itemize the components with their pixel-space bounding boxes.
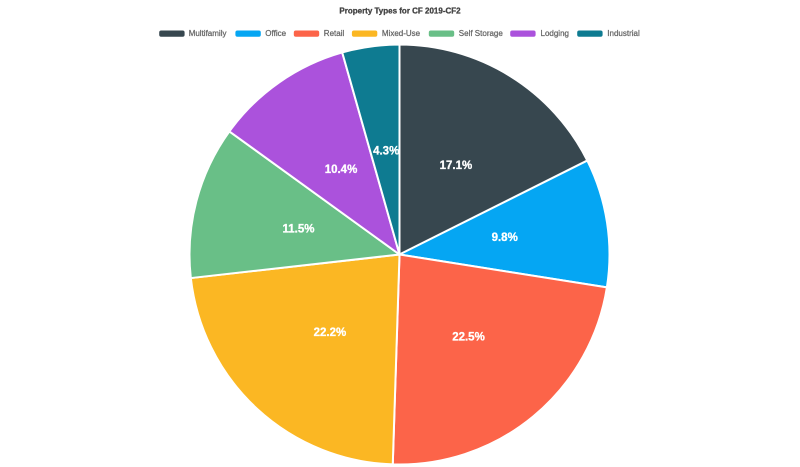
svg-text:Mixed-Use: Mixed-Use (382, 29, 421, 38)
svg-text:9.8%: 9.8% (492, 232, 518, 244)
svg-text:Self Storage: Self Storage (459, 29, 504, 38)
svg-text:Retail: Retail (324, 29, 345, 38)
svg-text:22.5%: 22.5% (452, 331, 485, 343)
svg-text:17.1%: 17.1% (440, 160, 473, 172)
svg-text:Property Types for CF 2019-CF2: Property Types for CF 2019-CF2 (339, 7, 461, 16)
svg-text:Office: Office (265, 29, 286, 38)
svg-text:11.5%: 11.5% (283, 224, 315, 236)
svg-text:Industrial: Industrial (607, 29, 640, 38)
svg-text:4.3%: 4.3% (373, 145, 399, 157)
svg-text:22.2%: 22.2% (314, 327, 347, 339)
svg-text:10.4%: 10.4% (325, 164, 358, 176)
svg-text:Lodging: Lodging (541, 29, 569, 38)
svg-text:Multifamily: Multifamily (189, 29, 227, 38)
